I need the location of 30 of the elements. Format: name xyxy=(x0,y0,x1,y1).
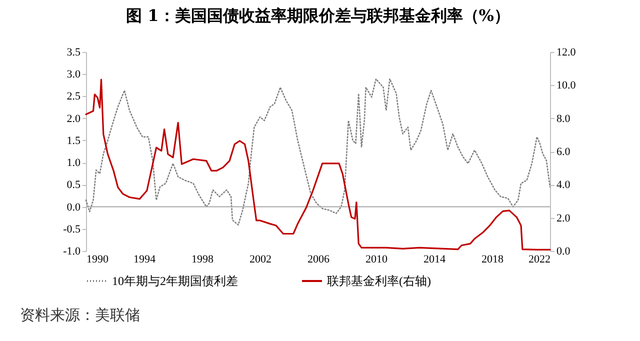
y-tick-label: 0.5 xyxy=(66,179,81,192)
y-tick-label: 2.5 xyxy=(66,90,81,103)
y-tick-label: 1.0 xyxy=(66,157,81,170)
y2-tick-label: 2.0 xyxy=(556,212,571,224)
x-tick-label: 2002 xyxy=(250,254,272,266)
y2-tick-label: 12.0 xyxy=(556,46,576,58)
x-tick-label: 1998 xyxy=(192,254,214,266)
x-tick-label: 2010 xyxy=(366,254,388,266)
y-tick-label: 2.0 xyxy=(66,112,81,125)
text: 资料来源：美联储 xyxy=(20,306,140,325)
y-tick-label: 3.5 xyxy=(66,46,81,58)
y2-tick-label: 10.0 xyxy=(556,80,576,92)
x-tick-label: 2014 xyxy=(424,254,446,266)
x-tick-label: 2006 xyxy=(308,254,330,266)
y2-tick-label: 4.0 xyxy=(556,179,571,192)
x-tick-label: 2018 xyxy=(482,254,504,266)
y-tick-label: 0.0 xyxy=(66,201,81,214)
chart-title: 图 1：美国国债收益率期限价差与联邦基金利率（%） xyxy=(126,6,510,25)
x-tick-label: 1990 xyxy=(86,254,109,266)
legend-label: 10年期与2年期国债利差 xyxy=(112,274,238,288)
y-tick-label: -1.0 xyxy=(63,246,81,258)
y2-tick-label: 6.0 xyxy=(556,146,571,158)
legend-label: 联邦基金利率(右轴) xyxy=(327,274,431,288)
x-tick-label: 1994 xyxy=(134,254,156,266)
y-tick-label: 3.0 xyxy=(66,68,81,81)
y2-tick-label: 8.0 xyxy=(556,112,571,125)
y2-tick-label: 0.0 xyxy=(556,246,571,258)
y-tick-label: -0.5 xyxy=(63,223,81,236)
y-tick-label: 1.5 xyxy=(66,134,81,147)
x-tick-label: 2022 xyxy=(528,254,550,266)
